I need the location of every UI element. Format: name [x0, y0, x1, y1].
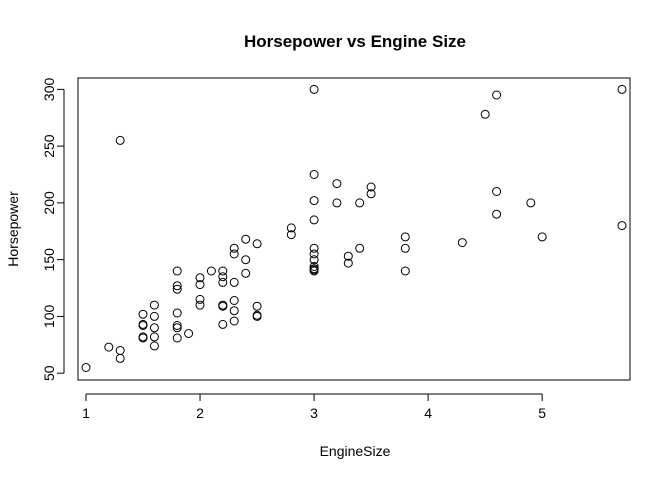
- y-axis-label: Horsepower: [5, 191, 21, 267]
- data-point: [81, 363, 91, 372]
- data-point: [184, 329, 194, 338]
- data-point: [149, 332, 159, 342]
- data-point: [286, 223, 296, 233]
- data-point: [252, 239, 262, 249]
- data-point: [309, 249, 319, 259]
- data-point: [172, 281, 182, 291]
- data-point: [343, 251, 353, 261]
- y-tick-label: 200: [41, 191, 57, 215]
- data-point: [218, 272, 228, 282]
- data-point: [309, 255, 319, 265]
- data-point: [343, 258, 353, 268]
- data-point: [229, 306, 239, 316]
- data-point: [332, 179, 342, 189]
- data-point: [149, 323, 159, 333]
- plot-frame: [77, 77, 631, 381]
- y-tick-label: 250: [41, 134, 57, 158]
- data-point: [309, 196, 319, 206]
- data-point: [195, 300, 205, 310]
- data-point: [252, 311, 262, 321]
- x-tick-label: 4: [424, 405, 432, 421]
- data-point: [115, 353, 125, 363]
- x-tick-label: 5: [538, 405, 546, 421]
- x-axis: 1 2 3 4 5: [82, 393, 546, 421]
- data-point: [355, 198, 365, 208]
- data-point: [172, 321, 182, 330]
- data-point: [355, 243, 365, 253]
- data-point: [286, 230, 296, 240]
- data-point: [229, 316, 239, 326]
- data-point: [537, 232, 547, 242]
- data-point: [115, 346, 125, 355]
- data-point: [366, 182, 376, 192]
- data-point: [218, 266, 228, 276]
- data-point: [149, 311, 159, 321]
- x-tick-label: 1: [82, 405, 90, 421]
- data-point: [241, 234, 251, 244]
- data-point: [172, 333, 182, 343]
- data-point: [138, 321, 148, 330]
- data-point: [206, 266, 216, 276]
- data-point: [241, 268, 251, 278]
- data-point: [104, 342, 114, 352]
- data-points: [81, 84, 627, 372]
- data-point: [617, 221, 627, 231]
- y-tick-label: 100: [41, 305, 57, 329]
- data-point: [229, 296, 239, 305]
- y-tick-label: 150: [41, 248, 57, 272]
- data-point: [252, 301, 262, 311]
- y-axis: 50 100 150 200 250 300: [41, 78, 65, 381]
- data-point: [229, 243, 239, 253]
- data-point: [115, 135, 125, 145]
- data-point: [400, 243, 410, 253]
- data-point: [138, 309, 148, 319]
- data-point: [138, 333, 148, 343]
- data-point: [241, 255, 251, 265]
- data-point: [492, 187, 502, 196]
- data-point: [309, 215, 319, 225]
- data-point: [229, 249, 239, 259]
- data-point: [309, 170, 319, 179]
- data-point: [332, 198, 342, 208]
- data-point: [492, 209, 502, 219]
- x-axis-label: EngineSize: [320, 443, 391, 459]
- data-point: [172, 308, 182, 318]
- data-point: [526, 198, 536, 208]
- y-tick-label: 300: [41, 78, 57, 102]
- data-point: [172, 266, 182, 276]
- data-point: [149, 341, 159, 351]
- data-point: [149, 300, 159, 310]
- data-point: [218, 319, 228, 329]
- data-point: [400, 232, 410, 242]
- x-tick-label: 3: [310, 405, 318, 421]
- data-point: [400, 266, 410, 276]
- data-point: [309, 243, 319, 253]
- data-point: [229, 277, 239, 287]
- data-point: [366, 189, 376, 199]
- data-point: [218, 277, 228, 287]
- data-point: [480, 109, 490, 119]
- data-point: [309, 84, 319, 94]
- data-point: [195, 273, 205, 283]
- y-tick-label: 50: [41, 365, 57, 381]
- data-point: [309, 262, 319, 271]
- data-point: [218, 301, 228, 311]
- data-point: [457, 238, 467, 248]
- data-point: [195, 294, 205, 304]
- x-tick-label: 2: [196, 405, 204, 421]
- data-point: [309, 266, 319, 276]
- chart-title: Horsepower vs Engine Size: [244, 32, 466, 51]
- data-point: [172, 284, 182, 294]
- data-point: [617, 84, 627, 94]
- data-point: [492, 90, 502, 100]
- data-point: [172, 323, 182, 333]
- data-point: [195, 280, 205, 290]
